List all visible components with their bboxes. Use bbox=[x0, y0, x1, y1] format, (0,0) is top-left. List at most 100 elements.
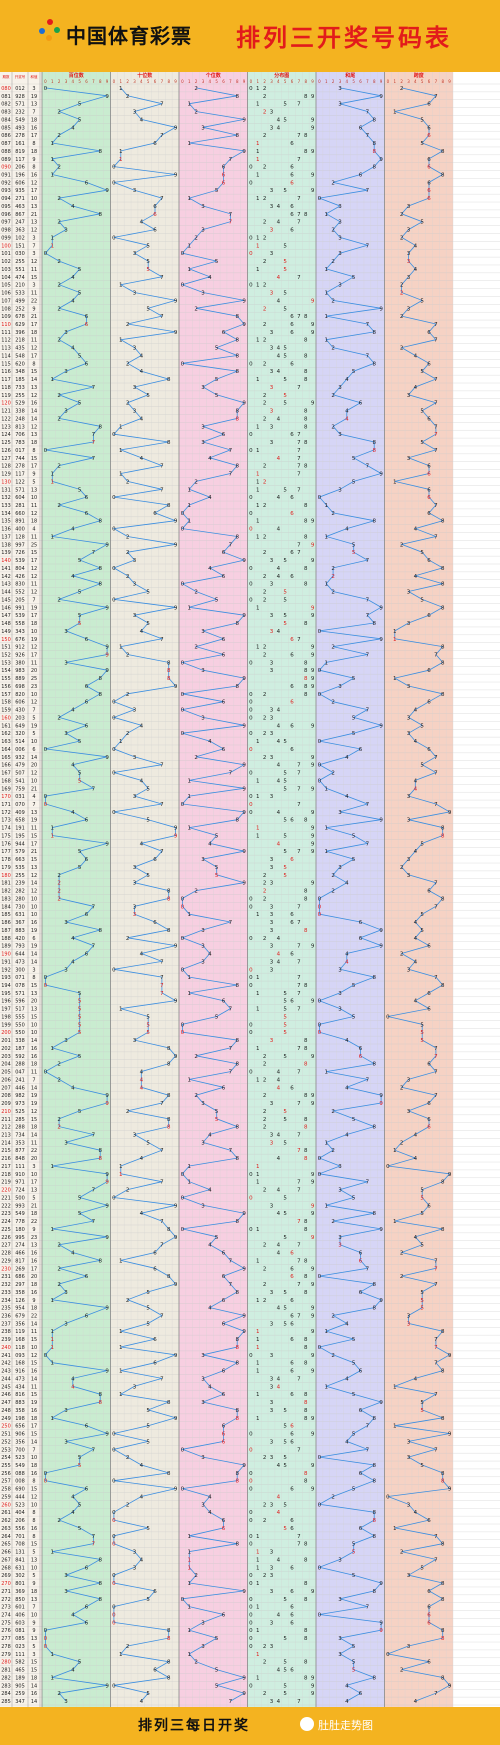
trend-point: 7 bbox=[160, 849, 164, 855]
sum-cell: 3 bbox=[32, 1652, 35, 1658]
period-cell: 225 bbox=[1, 1227, 11, 1233]
distribution-point: 4 bbox=[277, 1613, 281, 1619]
distribution-point: 1 bbox=[256, 472, 260, 478]
sum-cell: 18 bbox=[31, 1675, 37, 1681]
trend-point: 0 bbox=[112, 1613, 116, 1619]
trend-point: 3 bbox=[338, 220, 342, 226]
digit-header: 9 bbox=[174, 79, 177, 84]
trend-point: 0 bbox=[318, 1156, 322, 1162]
distribution-point: 7 bbox=[297, 1542, 301, 1548]
draw-number-cell: 367 bbox=[15, 920, 25, 926]
sum-cell: 19 bbox=[31, 605, 37, 611]
distribution-point: 8 bbox=[304, 377, 308, 383]
trend-point: 8 bbox=[167, 1636, 171, 1642]
sum-cell: 12 bbox=[31, 889, 37, 895]
trend-point: 3 bbox=[338, 1164, 342, 1170]
sum-cell: 17 bbox=[31, 841, 37, 847]
digit-header: 8 bbox=[99, 79, 102, 84]
trend-point: 7 bbox=[160, 1148, 164, 1154]
trend-point: 0 bbox=[181, 731, 185, 737]
trend-point: 5 bbox=[420, 1195, 424, 1201]
trend-point: 0 bbox=[318, 1022, 322, 1028]
distribution-point: 9 bbox=[311, 652, 315, 658]
trend-point: 5 bbox=[352, 1195, 356, 1201]
trend-point: 2 bbox=[331, 228, 335, 234]
sum-cell: 3 bbox=[32, 235, 35, 241]
distribution-point: 5 bbox=[283, 102, 287, 108]
trend-point: 2 bbox=[126, 322, 130, 328]
trend-point: 2 bbox=[126, 1644, 130, 1650]
trend-point: 8 bbox=[98, 1400, 102, 1406]
trend-point: 1 bbox=[188, 794, 192, 800]
draw-number-cell: 660 bbox=[15, 511, 25, 517]
trend-point: 8 bbox=[235, 94, 239, 100]
trend-point: 5 bbox=[352, 857, 356, 863]
trend-point: 3 bbox=[64, 228, 68, 234]
trend-point: 6 bbox=[427, 1613, 431, 1619]
trend-point: 9 bbox=[379, 1227, 383, 1233]
trend-point: 7 bbox=[229, 1148, 233, 1154]
digit-header: 0 bbox=[250, 79, 253, 84]
trend-point: 7 bbox=[160, 1313, 164, 1319]
draw-number-cell: 783 bbox=[15, 440, 25, 446]
period-cell: 124 bbox=[1, 432, 11, 438]
trend-point: 5 bbox=[146, 1030, 150, 1036]
period-cell: 218 bbox=[1, 1172, 11, 1178]
trend-point: 3 bbox=[407, 715, 411, 721]
distribution-point: 5 bbox=[283, 1306, 287, 1312]
trend-point: 6 bbox=[153, 204, 157, 210]
trend-point: 0 bbox=[181, 1597, 185, 1603]
trend-point: 6 bbox=[427, 747, 431, 753]
distribution-point: 1 bbox=[256, 1164, 260, 1170]
draw-number-cell: 195 bbox=[15, 833, 25, 839]
distribution-point: 6 bbox=[290, 1321, 294, 1327]
sum-cell: 18 bbox=[31, 621, 37, 627]
distribution-point: 8 bbox=[304, 1046, 308, 1052]
trend-point: 9 bbox=[174, 1235, 178, 1241]
distribution-point: 6 bbox=[290, 212, 294, 218]
sum-cell: 18 bbox=[31, 1282, 37, 1288]
trend-point: 0 bbox=[44, 983, 48, 989]
distribution-point: 9 bbox=[311, 149, 315, 155]
trend-point: 3 bbox=[64, 1290, 68, 1296]
trend-point: 3 bbox=[338, 810, 342, 816]
trend-point: 9 bbox=[174, 542, 178, 548]
trend-point: 1 bbox=[325, 291, 329, 297]
distribution-point: 8 bbox=[304, 1156, 308, 1162]
sum-cell: 7 bbox=[32, 1447, 35, 1453]
period-cell: 208 bbox=[1, 1093, 11, 1099]
trend-point: 1 bbox=[119, 424, 123, 430]
trend-point: 5 bbox=[352, 479, 356, 485]
trend-point: 0 bbox=[44, 251, 48, 257]
distribution-point: 2 bbox=[263, 86, 267, 92]
trend-point: 2 bbox=[57, 873, 61, 879]
distribution-point: 6 bbox=[290, 322, 294, 328]
trend-point: 1 bbox=[188, 1164, 192, 1170]
sum-cell: 21 bbox=[31, 849, 37, 855]
distribution-point: 1 bbox=[256, 1227, 260, 1233]
draw-number-cell: 905 bbox=[15, 1683, 25, 1689]
period-cell: 141 bbox=[1, 566, 11, 572]
trend-point: 8 bbox=[167, 660, 171, 666]
trend-point: 3 bbox=[133, 794, 137, 800]
draw-number-cell: 656 bbox=[15, 1424, 25, 1430]
draw-number-cell: 629 bbox=[15, 322, 25, 328]
trend-point: 0 bbox=[181, 361, 185, 367]
distribution-point: 7 bbox=[297, 637, 301, 643]
trend-point: 1 bbox=[51, 1227, 55, 1233]
trend-point: 8 bbox=[235, 416, 239, 422]
digit-header: 9 bbox=[311, 79, 314, 84]
sum-cell: 13 bbox=[31, 1557, 37, 1563]
draw-number-cell: 126 bbox=[15, 1298, 25, 1304]
trend-point: 8 bbox=[372, 1062, 376, 1068]
trend-point: 2 bbox=[126, 1188, 130, 1194]
sum-cell: 10 bbox=[31, 196, 37, 202]
digit-header: 4 bbox=[346, 79, 349, 84]
trend-point: 2 bbox=[400, 314, 404, 320]
period-cell: 257 bbox=[1, 1479, 11, 1485]
trend-point: 4 bbox=[71, 1251, 75, 1257]
trend-point: 8 bbox=[235, 464, 239, 470]
distribution-point: 3 bbox=[270, 1550, 274, 1556]
distribution-point: 7 bbox=[297, 1447, 301, 1453]
period-cell: 260 bbox=[1, 1502, 11, 1508]
